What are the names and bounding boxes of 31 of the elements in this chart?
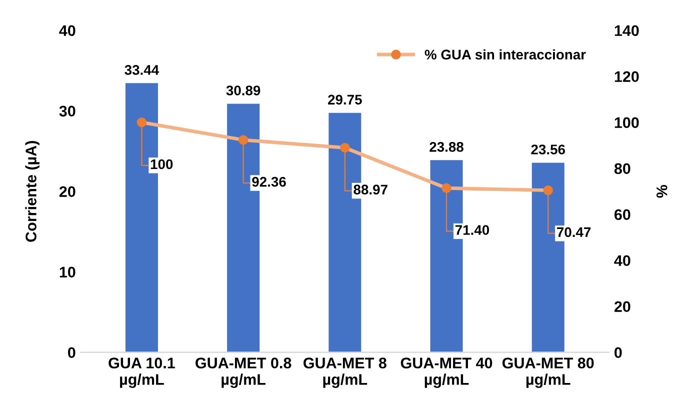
y-tick-label: 10	[60, 266, 76, 278]
data-label: 23.56	[531, 144, 565, 154]
data-label: 92.36	[252, 176, 286, 187]
data-label: 88.97	[354, 184, 388, 195]
data-label: 71.40	[455, 225, 490, 235]
data-label: 100	[150, 159, 173, 170]
x-tick-label: GUA-MET 40 µg/mL	[400, 358, 492, 388]
y-tick-label: 30	[59, 106, 76, 117]
y2-tick-label: 140	[614, 25, 639, 36]
y-tick-label: 20	[59, 186, 76, 198]
data-label: 70.47	[557, 227, 591, 238]
y2-tick-label: 0	[614, 347, 622, 358]
data-label: 33.44	[124, 65, 160, 75]
x-tick-label: GUA-MET 80 µg/mL	[502, 358, 594, 388]
x-tick-label: GUA 10.1 µg/mL	[108, 358, 175, 388]
x-tick-label: GUA-MET 0.8 µg/mL	[196, 358, 292, 388]
legend-label: % GUA sin interaccionar	[424, 49, 586, 60]
y2-tick-label: 80	[614, 163, 630, 174]
y2-tick-label: 60	[614, 209, 630, 220]
y-tick-label: 40	[59, 25, 76, 36]
x-tick-label: GUA-MET 8 µg/mL	[304, 358, 386, 388]
data-label: 29.75	[328, 94, 362, 105]
y2-axis-title: %	[656, 184, 668, 198]
data-label: 30.89	[226, 86, 260, 96]
y-axis-title: Corriente (µA)	[25, 141, 40, 242]
y2-tick-label: 120	[614, 71, 639, 82]
y2-tick-label: 100	[614, 117, 639, 128]
y2-tick-label: 20	[614, 301, 630, 312]
y2-tick-label: 40	[614, 255, 630, 266]
y-tick-label: 0	[68, 347, 76, 358]
data-label: 23.88	[430, 142, 464, 152]
